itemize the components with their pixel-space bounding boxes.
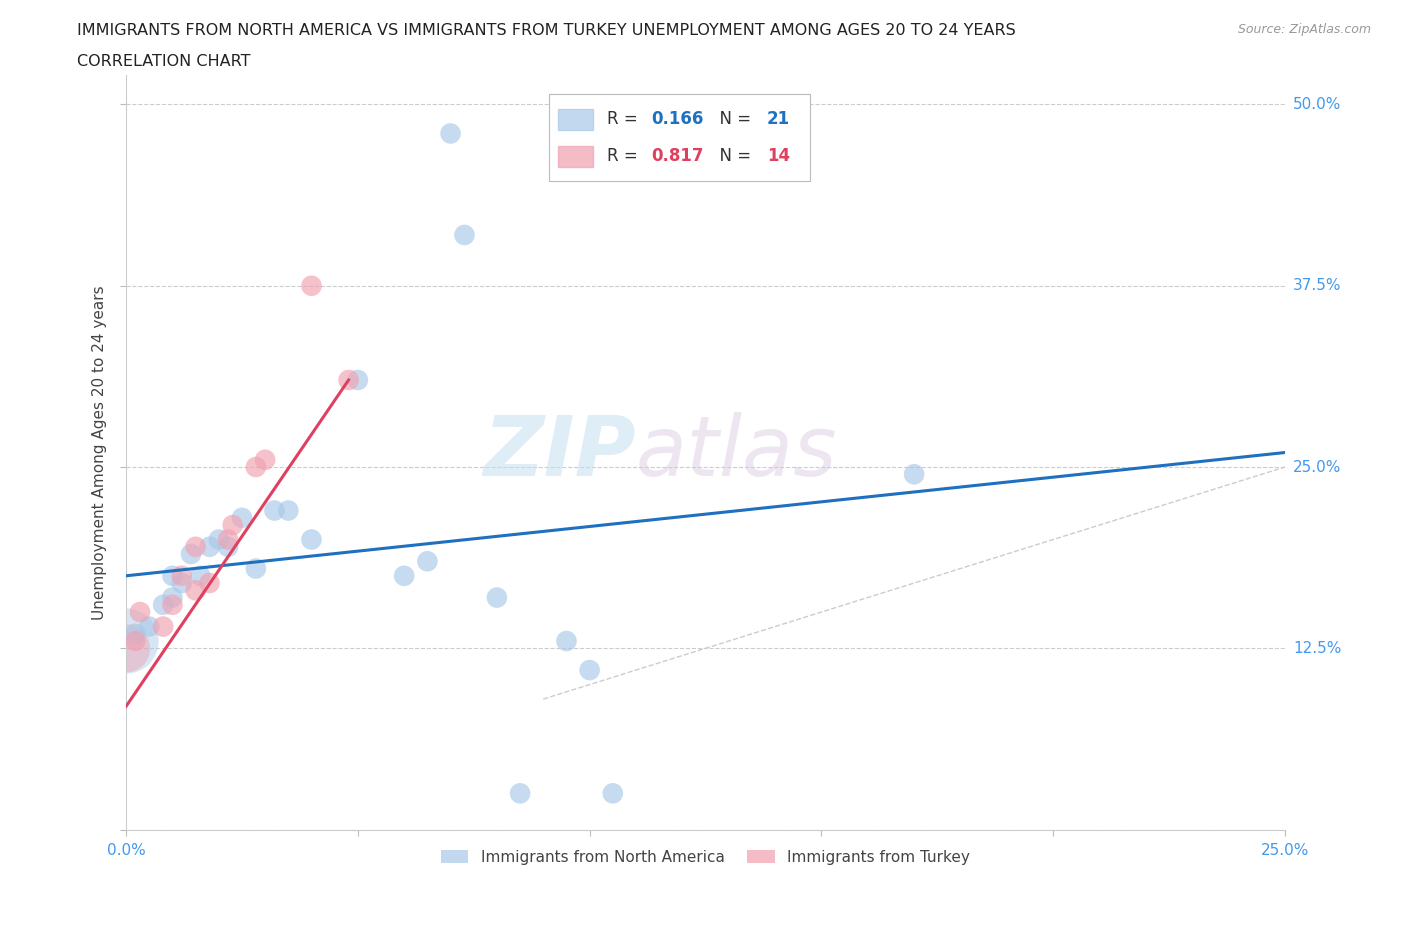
Point — [184, 583, 207, 598]
Point — [245, 459, 267, 474]
Text: Source: ZipAtlas.com: Source: ZipAtlas.com — [1237, 23, 1371, 36]
Point — [152, 597, 174, 612]
Point — [337, 373, 360, 388]
Point — [453, 228, 475, 243]
Point — [222, 518, 245, 533]
Point — [245, 561, 267, 576]
Text: 25.0%: 25.0% — [1261, 844, 1309, 858]
Text: 14: 14 — [766, 147, 790, 166]
Point — [347, 373, 370, 388]
Point — [184, 539, 207, 554]
FancyBboxPatch shape — [558, 146, 593, 166]
Point — [180, 547, 202, 562]
Text: 25.0%: 25.0% — [1294, 459, 1341, 474]
Point — [263, 503, 285, 518]
Point — [198, 576, 221, 591]
Point — [903, 467, 925, 482]
FancyBboxPatch shape — [558, 109, 593, 130]
Point — [602, 786, 624, 801]
Text: CORRELATION CHART: CORRELATION CHART — [77, 54, 250, 69]
Point — [485, 591, 508, 605]
Text: N =: N = — [709, 147, 756, 166]
Text: R =: R = — [607, 147, 643, 166]
Point — [115, 641, 138, 656]
Point — [152, 619, 174, 634]
Text: 0.0%: 0.0% — [107, 844, 145, 858]
Point — [162, 591, 184, 605]
Text: ZIP: ZIP — [484, 412, 636, 493]
Point — [208, 532, 231, 547]
Point — [301, 532, 323, 547]
Point — [115, 633, 138, 648]
Text: IMMIGRANTS FROM NORTH AMERICA VS IMMIGRANTS FROM TURKEY UNEMPLOYMENT AMONG AGES : IMMIGRANTS FROM NORTH AMERICA VS IMMIGRA… — [77, 23, 1017, 38]
Point — [188, 568, 211, 583]
Point — [124, 633, 146, 648]
Point — [198, 539, 221, 554]
Point — [170, 568, 193, 583]
Point — [162, 568, 184, 583]
FancyBboxPatch shape — [550, 94, 810, 181]
Point — [170, 576, 193, 591]
Point — [301, 278, 323, 293]
Text: 37.5%: 37.5% — [1294, 278, 1341, 293]
Point — [162, 597, 184, 612]
Y-axis label: Unemployment Among Ages 20 to 24 years: Unemployment Among Ages 20 to 24 years — [93, 286, 107, 619]
Text: atlas: atlas — [636, 412, 838, 493]
Point — [254, 452, 277, 467]
Text: 21: 21 — [766, 110, 790, 128]
Point — [439, 126, 461, 141]
Point — [231, 511, 253, 525]
Point — [416, 554, 439, 569]
Point — [217, 539, 239, 554]
Point — [217, 532, 239, 547]
Text: 50.0%: 50.0% — [1294, 97, 1341, 112]
Text: R =: R = — [607, 110, 643, 128]
Point — [277, 503, 299, 518]
Text: 0.817: 0.817 — [651, 147, 703, 166]
Point — [124, 627, 146, 642]
Point — [555, 633, 578, 648]
Legend: Immigrants from North America, Immigrants from Turkey: Immigrants from North America, Immigrant… — [434, 844, 976, 871]
Text: N =: N = — [709, 110, 756, 128]
Text: 12.5%: 12.5% — [1294, 641, 1341, 656]
Point — [578, 662, 600, 677]
Point — [129, 604, 152, 619]
Point — [509, 786, 531, 801]
Text: 0.166: 0.166 — [651, 110, 703, 128]
Point — [138, 619, 160, 634]
Point — [392, 568, 415, 583]
